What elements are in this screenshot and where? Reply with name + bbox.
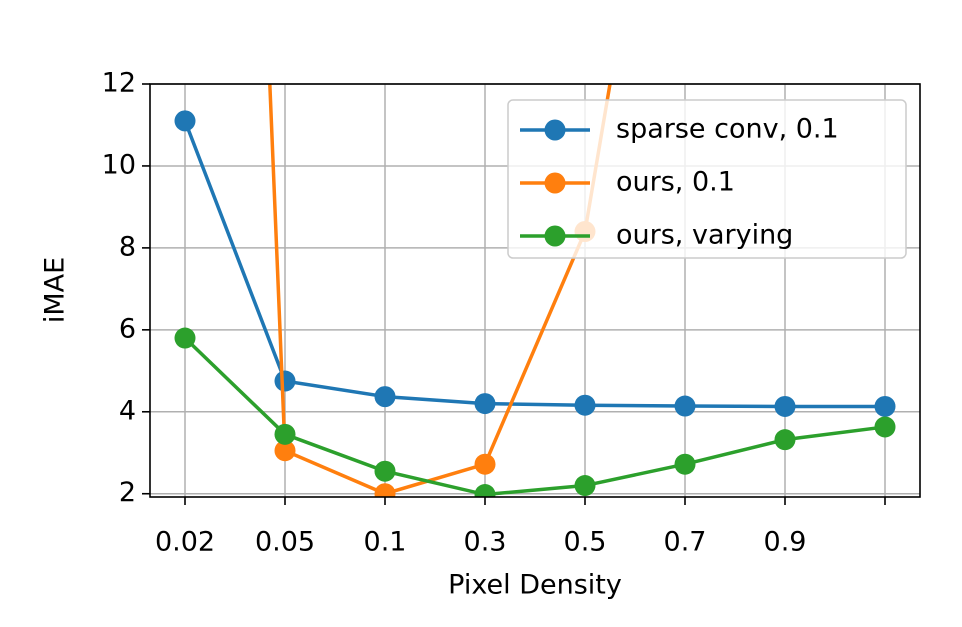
x-tick-label: 0.3: [464, 527, 507, 558]
data-point: [674, 395, 696, 417]
ticks: 2 4 6 8 10 12 0.02 0.05 0.1 0.3 0.5 0.7 0.9: [102, 68, 886, 558]
legend-marker: [544, 225, 566, 247]
legend-marker: [544, 119, 566, 141]
y-tick-label: 4: [119, 395, 136, 426]
data-point: [674, 453, 696, 475]
data-point: [774, 395, 796, 417]
legend-label: ours, 0.1: [616, 167, 735, 198]
data-point: [374, 460, 396, 482]
data-point: [174, 327, 196, 349]
series-line: [183, 336, 886, 497]
data-point: [474, 393, 496, 415]
y-tick-label: 8: [119, 231, 136, 262]
data-point: [274, 370, 296, 392]
y-tick-label: 10: [102, 149, 136, 180]
x-tick-label: 0.05: [255, 527, 315, 558]
legend: sparse conv, 0.1 ours, 0.1 ours, varying: [507, 99, 907, 259]
x-tick-label: 0.7: [664, 527, 707, 558]
data-point: [574, 475, 596, 497]
x-axis-label: Pixel Density: [448, 570, 622, 601]
data-point: [474, 484, 496, 497]
series-line: [183, 120, 885, 409]
legend-label: ours, varying: [616, 220, 793, 251]
axes-frame: [149, 83, 921, 498]
x-tick-label: 0.5: [564, 527, 607, 558]
data-point: [774, 429, 796, 451]
y-tick-label: 12: [102, 68, 136, 99]
x-tick-label: 0.02: [155, 527, 215, 558]
x-tick-label: 0.9: [764, 527, 807, 558]
data-point: [374, 386, 396, 408]
data-point: [574, 394, 596, 416]
y-tick-label: 2: [119, 477, 136, 508]
y-tick-label: 6: [119, 313, 136, 344]
data-point: [474, 453, 496, 475]
legend-box: [507, 99, 907, 259]
data-point: [374, 483, 396, 497]
data-point: [874, 395, 896, 417]
legend-label: sparse conv, 0.1: [616, 114, 839, 145]
data-point: [274, 423, 296, 445]
data-point: [274, 440, 296, 462]
legend-marker: [544, 172, 566, 194]
y-axis-label: iMAE: [40, 257, 71, 323]
data-point: [874, 416, 896, 438]
data-point: [174, 110, 196, 132]
x-tick-label: 0.1: [364, 527, 407, 558]
